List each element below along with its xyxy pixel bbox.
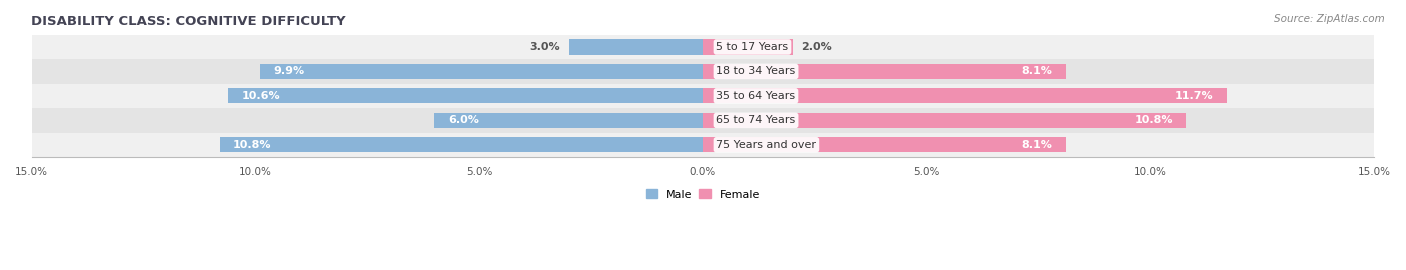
Bar xyxy=(260,64,703,79)
Bar xyxy=(568,39,703,55)
Bar xyxy=(703,39,793,55)
Bar xyxy=(219,137,703,152)
Text: 8.1%: 8.1% xyxy=(1021,66,1052,76)
Bar xyxy=(228,88,703,103)
Bar xyxy=(703,113,1187,128)
Bar xyxy=(31,59,1375,84)
Text: Source: ZipAtlas.com: Source: ZipAtlas.com xyxy=(1274,14,1385,23)
Text: 5 to 17 Years: 5 to 17 Years xyxy=(717,42,789,52)
Bar xyxy=(703,137,1066,152)
Bar xyxy=(434,113,703,128)
Text: DISABILITY CLASS: COGNITIVE DIFFICULTY: DISABILITY CLASS: COGNITIVE DIFFICULTY xyxy=(31,15,346,28)
Text: 18 to 34 Years: 18 to 34 Years xyxy=(717,66,796,76)
Text: 9.9%: 9.9% xyxy=(273,66,304,76)
Text: 8.1%: 8.1% xyxy=(1021,140,1052,150)
Text: 11.7%: 11.7% xyxy=(1175,91,1213,101)
Text: 10.6%: 10.6% xyxy=(242,91,281,101)
Text: 10.8%: 10.8% xyxy=(233,140,271,150)
Bar xyxy=(31,84,1375,108)
Bar xyxy=(703,64,1066,79)
Text: 3.0%: 3.0% xyxy=(529,42,560,52)
Bar xyxy=(31,35,1375,59)
Text: 10.8%: 10.8% xyxy=(1135,115,1173,125)
Bar xyxy=(31,133,1375,157)
Text: 75 Years and over: 75 Years and over xyxy=(717,140,817,150)
Legend: Male, Female: Male, Female xyxy=(643,186,763,203)
Bar xyxy=(703,88,1227,103)
Text: 2.0%: 2.0% xyxy=(801,42,832,52)
Bar xyxy=(31,108,1375,133)
Text: 65 to 74 Years: 65 to 74 Years xyxy=(717,115,796,125)
Text: 35 to 64 Years: 35 to 64 Years xyxy=(717,91,796,101)
Text: 6.0%: 6.0% xyxy=(449,115,478,125)
